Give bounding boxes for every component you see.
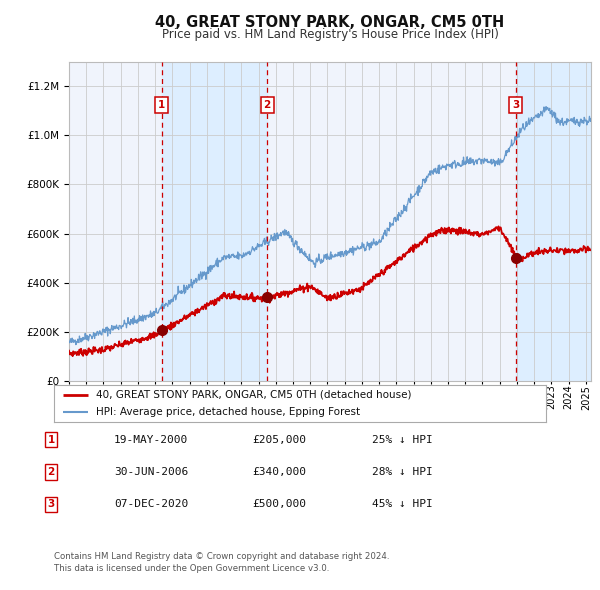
Text: HPI: Average price, detached house, Epping Forest: HPI: Average price, detached house, Eppi… xyxy=(96,407,360,417)
Text: 1: 1 xyxy=(158,100,166,110)
Text: 19-MAY-2000: 19-MAY-2000 xyxy=(114,435,188,444)
Text: £205,000: £205,000 xyxy=(252,435,306,444)
Text: 40, GREAT STONY PARK, ONGAR, CM5 0TH: 40, GREAT STONY PARK, ONGAR, CM5 0TH xyxy=(155,15,505,30)
Text: 45% ↓ HPI: 45% ↓ HPI xyxy=(372,500,433,509)
Text: 3: 3 xyxy=(47,500,55,509)
Text: 2: 2 xyxy=(263,100,271,110)
Text: Contains HM Land Registry data © Crown copyright and database right 2024.
This d: Contains HM Land Registry data © Crown c… xyxy=(54,552,389,573)
Text: £340,000: £340,000 xyxy=(252,467,306,477)
Text: 2: 2 xyxy=(47,467,55,477)
Text: 28% ↓ HPI: 28% ↓ HPI xyxy=(372,467,433,477)
Text: 1: 1 xyxy=(47,435,55,444)
Bar xyxy=(516,62,591,381)
Text: £500,000: £500,000 xyxy=(252,500,306,509)
Text: 40, GREAT STONY PARK, ONGAR, CM5 0TH (detached house): 40, GREAT STONY PARK, ONGAR, CM5 0TH (de… xyxy=(96,390,412,399)
Text: 07-DEC-2020: 07-DEC-2020 xyxy=(114,500,188,509)
Bar xyxy=(161,62,267,381)
Text: 30-JUN-2006: 30-JUN-2006 xyxy=(114,467,188,477)
Text: Price paid vs. HM Land Registry's House Price Index (HPI): Price paid vs. HM Land Registry's House … xyxy=(161,28,499,41)
Text: 25% ↓ HPI: 25% ↓ HPI xyxy=(372,435,433,444)
Text: 3: 3 xyxy=(512,100,520,110)
